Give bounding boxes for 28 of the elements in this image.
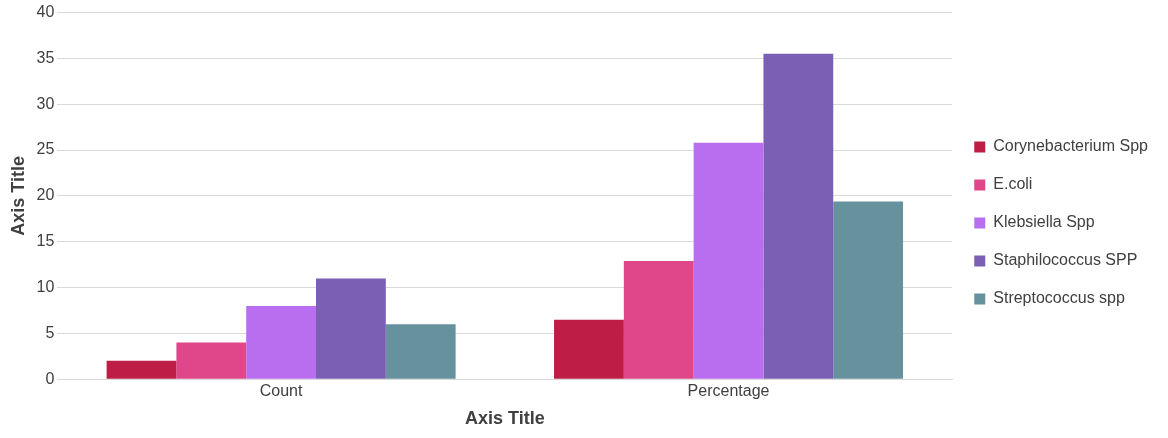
bar	[316, 278, 386, 379]
y-tick-label: 15	[36, 232, 55, 250]
bar	[623, 260, 694, 379]
bar	[833, 201, 904, 379]
legend-label: Corynebacterium Spp	[993, 137, 1149, 155]
bar	[385, 324, 456, 379]
y-tick-label: 30	[36, 94, 55, 112]
x-tick-label: Count	[259, 382, 304, 400]
x-tick-label: Percentage	[687, 382, 770, 400]
x-axis-title: Axis Title	[464, 408, 545, 429]
legend-label: Staphilococcus SPP	[993, 251, 1138, 269]
legend-label: Streptococcus spp	[993, 289, 1125, 307]
bar	[693, 142, 764, 379]
y-tick-label: 25	[36, 140, 55, 158]
y-axis-title: Axis Title	[7, 156, 28, 236]
bar	[763, 53, 834, 379]
y-tick-label: 40	[36, 3, 55, 21]
y-tick-label: 0	[45, 369, 55, 387]
bar	[106, 360, 177, 379]
y-tick-label: 10	[36, 277, 55, 295]
y-tick-label: 35	[36, 48, 55, 66]
legend-label: E.coli	[993, 175, 1033, 193]
bar	[246, 305, 317, 379]
y-tick-label: 20	[36, 186, 55, 204]
bar	[554, 319, 624, 379]
legend-label: Klebsiella Spp	[993, 213, 1095, 231]
bar	[176, 342, 247, 379]
y-tick-label: 5	[45, 323, 55, 341]
